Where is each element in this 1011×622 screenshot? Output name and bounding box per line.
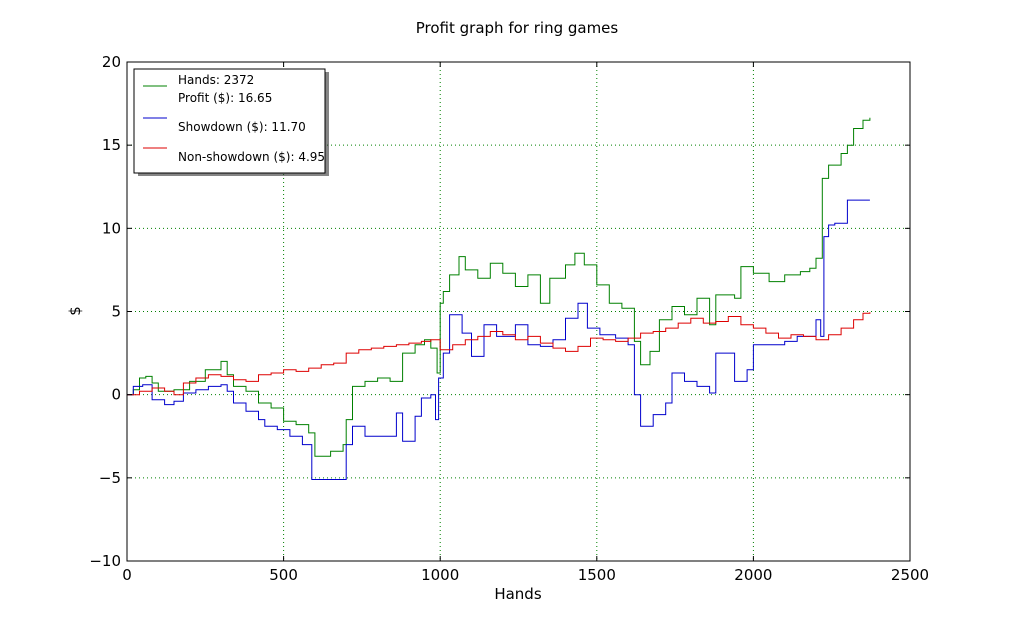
legend-profit: Profit ($): 16.65 — [178, 91, 272, 105]
legend-nonshowdown: Non-showdown ($): 4.95 — [178, 150, 325, 164]
y-tick-label: 10 — [102, 219, 121, 237]
y-tick-label: −5 — [99, 469, 121, 487]
legend-hands: Hands: 2372 — [178, 73, 254, 87]
x-tick-label: 1500 — [578, 566, 616, 584]
y-axis-ticks: −10 −5 0 5 10 15 20 — [89, 53, 910, 570]
y-tick-label: 0 — [111, 386, 121, 404]
x-tick-label: 2000 — [734, 566, 772, 584]
y-axis-label: $ — [66, 306, 84, 316]
x-tick-label: 500 — [269, 566, 298, 584]
series-lines — [127, 117, 871, 480]
x-axis-ticks: 0 500 1000 1500 2000 2500 — [122, 62, 929, 584]
y-tick-label: −10 — [89, 552, 121, 570]
legend: Hands: 2372 Profit ($): 16.65 Showdown (… — [133, 68, 329, 176]
chart-title: Profit graph for ring games — [416, 19, 619, 37]
x-tick-label: 1000 — [421, 566, 459, 584]
series-line-profit — [127, 117, 871, 457]
y-tick-label: 15 — [102, 136, 121, 154]
grid-lines — [127, 62, 910, 561]
x-tick-label: 2500 — [891, 566, 929, 584]
legend-showdown: Showdown ($): 11.70 — [178, 120, 306, 134]
y-tick-label: 20 — [102, 53, 121, 71]
series-line-nonshowdown — [127, 312, 871, 396]
x-axis-label: Hands — [494, 585, 541, 603]
series-line-showdown — [127, 199, 870, 480]
y-tick-label: 5 — [111, 303, 121, 321]
x-tick-label: 0 — [122, 566, 132, 584]
